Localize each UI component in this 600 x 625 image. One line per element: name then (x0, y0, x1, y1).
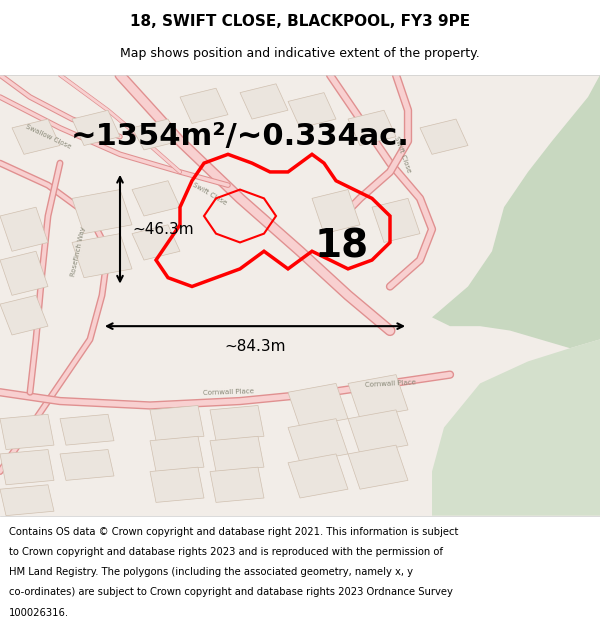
Polygon shape (348, 110, 396, 146)
Polygon shape (72, 110, 120, 146)
Polygon shape (432, 339, 600, 516)
Polygon shape (288, 419, 348, 462)
Text: ~84.3m: ~84.3m (224, 339, 286, 354)
Polygon shape (0, 208, 48, 251)
Polygon shape (150, 436, 204, 471)
Polygon shape (348, 445, 408, 489)
Text: ~46.3m: ~46.3m (132, 222, 194, 237)
Polygon shape (420, 119, 468, 154)
Polygon shape (312, 189, 360, 234)
Polygon shape (348, 410, 408, 454)
Text: ~1354m²/~0.334ac.: ~1354m²/~0.334ac. (71, 122, 409, 151)
Text: co-ordinates) are subject to Crown copyright and database rights 2023 Ordnance S: co-ordinates) are subject to Crown copyr… (9, 588, 453, 598)
Polygon shape (210, 436, 264, 471)
Polygon shape (132, 119, 180, 150)
Polygon shape (348, 374, 408, 419)
Polygon shape (0, 296, 48, 335)
Polygon shape (0, 449, 54, 485)
Polygon shape (432, 75, 600, 348)
Text: 100026316.: 100026316. (9, 608, 69, 618)
Text: 18, SWIFT CLOSE, BLACKPOOL, FY3 9PE: 18, SWIFT CLOSE, BLACKPOOL, FY3 9PE (130, 14, 470, 29)
Polygon shape (72, 234, 132, 278)
Polygon shape (150, 467, 204, 502)
Text: Map shows position and indicative extent of the property.: Map shows position and indicative extent… (120, 48, 480, 61)
Polygon shape (132, 225, 180, 260)
Text: Contains OS data © Crown copyright and database right 2021. This information is : Contains OS data © Crown copyright and d… (9, 526, 458, 536)
Text: Cornwall Place: Cornwall Place (364, 379, 416, 388)
Text: Swift Close: Swift Close (192, 182, 228, 206)
Text: Swift Close: Swift Close (392, 135, 412, 173)
Polygon shape (288, 454, 348, 498)
Polygon shape (0, 485, 54, 516)
Polygon shape (210, 467, 264, 502)
Polygon shape (288, 92, 336, 128)
Polygon shape (60, 449, 114, 481)
Polygon shape (150, 406, 204, 441)
Text: HM Land Registry. The polygons (including the associated geometry, namely x, y: HM Land Registry. The polygons (includin… (9, 567, 413, 577)
Polygon shape (240, 84, 288, 119)
Polygon shape (0, 75, 600, 516)
Text: 18: 18 (315, 228, 369, 266)
Text: Swallow Close: Swallow Close (25, 124, 71, 150)
Text: Rosefinch Way: Rosefinch Way (70, 226, 86, 277)
Polygon shape (210, 406, 264, 441)
Polygon shape (288, 384, 348, 428)
Polygon shape (132, 181, 180, 216)
Text: to Crown copyright and database rights 2023 and is reproduced with the permissio: to Crown copyright and database rights 2… (9, 547, 443, 557)
Polygon shape (72, 189, 132, 234)
Text: Cornwall Place: Cornwall Place (202, 388, 254, 396)
Polygon shape (180, 88, 228, 124)
Polygon shape (0, 414, 54, 449)
Polygon shape (60, 414, 114, 445)
Polygon shape (372, 198, 420, 242)
Polygon shape (12, 119, 60, 154)
Polygon shape (0, 251, 48, 296)
